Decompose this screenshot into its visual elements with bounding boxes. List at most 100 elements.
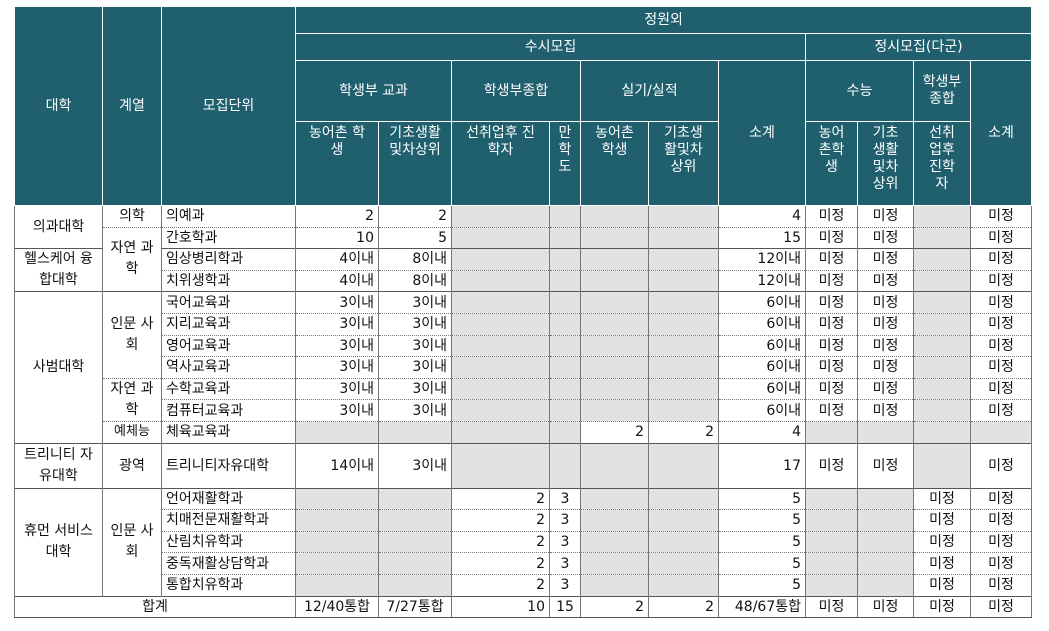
cell-c5 xyxy=(580,377,649,401)
cell-c6 xyxy=(648,334,719,358)
total-j2: 미정 xyxy=(857,595,914,619)
cell-subtotal: 15 xyxy=(718,226,806,250)
university-cell: 트리니티 자유대학 xyxy=(14,442,103,489)
cell-c4: 3 xyxy=(549,573,581,597)
table-row: 트리니티 자유대학 광역 트리니티자유대학 14이내 3이내 17 미정 미정 … xyxy=(14,442,1033,489)
cell-c4 xyxy=(549,248,581,271)
cell-subtotal: 4 xyxy=(718,420,806,444)
field-cell: 자연 과학 xyxy=(102,377,162,422)
cell-j3: 미정 xyxy=(913,530,971,554)
total-c6: 2 xyxy=(648,595,719,619)
cell-c6 xyxy=(648,312,719,336)
header-student-record-subject: 학생부 교과 xyxy=(295,60,452,122)
unit-cell: 중독재활상담학과 xyxy=(161,552,296,575)
cell-j3 xyxy=(913,334,971,358)
cell-jsub: 미정 xyxy=(969,205,1033,228)
cell-j2: 미정 xyxy=(857,399,914,422)
cell-c6 xyxy=(648,487,719,511)
cell-j2: 미정 xyxy=(857,377,914,401)
cell-j3 xyxy=(913,356,971,379)
unit-cell: 트리니티자유대학 xyxy=(161,442,296,489)
cell-c3 xyxy=(451,291,550,314)
cell-c1: 4이내 xyxy=(295,248,379,271)
cell-j3 xyxy=(913,248,971,271)
cell-c4: 3 xyxy=(549,487,581,511)
header-student-record-comprehensive: 학생부종합 xyxy=(451,60,581,122)
cell-c5 xyxy=(580,509,649,532)
cell-c5 xyxy=(580,269,649,293)
cell-c3 xyxy=(451,248,550,271)
cell-subtotal: 6이내 xyxy=(718,291,806,314)
cell-c6 xyxy=(648,442,719,489)
total-subtotal: 48/67통합 xyxy=(718,595,806,619)
table-row: 사범대학 인문 사회 국어교육과 3이내 3이내 6이내 미정 미정 미정 xyxy=(14,291,1033,444)
table-row: 통합치유학과 2 3 5 미정 미정 xyxy=(15,573,1033,597)
total-c5: 2 xyxy=(580,595,649,619)
cell-c2: 3이내 xyxy=(378,291,452,314)
table-row: 지리교육과 3이내 3이내 6이내 미정 미정 미정 xyxy=(15,312,1033,336)
cell-c6 xyxy=(648,291,719,314)
cell-c5: 2 xyxy=(580,420,649,444)
unit-cell: 체육교육과 xyxy=(161,420,296,444)
cell-c4 xyxy=(549,356,581,379)
university-cell: 헬스케어 융합대학 xyxy=(14,248,103,293)
cell-c5 xyxy=(580,291,649,314)
table-row: 치매전문재활학과 2 3 5 미정 미정 xyxy=(15,509,1033,532)
cell-j3 xyxy=(913,312,971,336)
cell-jsub: 미정 xyxy=(969,248,1033,271)
cell-c1 xyxy=(295,487,379,511)
cell-subtotal: 6이내 xyxy=(718,399,806,422)
table-row: 휴먼 서비스 대학 인문 사회 언어재활학과 2 3 5 미정 미정 xyxy=(14,487,1033,597)
unit-cell: 통합치유학과 xyxy=(161,573,296,597)
cell-c2 xyxy=(378,530,452,554)
field-cell: 인문 사회 xyxy=(102,487,162,597)
cell-j1: 미정 xyxy=(805,205,858,228)
cell-c4: 3 xyxy=(549,552,581,575)
cell-c5 xyxy=(580,226,649,250)
cell-c6: 2 xyxy=(648,420,719,444)
header-basic: 기초생활및차상위 xyxy=(378,121,452,206)
cell-c1: 3이내 xyxy=(295,334,379,358)
cell-jsub: 미정 xyxy=(969,573,1033,597)
cell-c4 xyxy=(549,291,581,314)
header-j-employed: 선취업후진학자 xyxy=(913,121,971,206)
cell-subtotal: 5 xyxy=(718,509,806,532)
cell-c5 xyxy=(580,334,649,358)
cell-c2: 3이내 xyxy=(378,356,452,379)
cell-j3 xyxy=(913,205,971,228)
cell-c3 xyxy=(451,269,550,293)
header-jeongsi: 정시모집(다군) xyxy=(804,33,1033,61)
cell-c2: 5 xyxy=(378,226,452,250)
header-rural: 농어촌 학생 xyxy=(295,121,379,206)
cell-c4 xyxy=(549,442,581,489)
cell-j2 xyxy=(857,552,914,575)
cell-j1 xyxy=(805,552,858,575)
field-cell: 자연 과학 xyxy=(102,226,162,293)
unit-cell: 역사교육과 xyxy=(161,356,296,379)
cell-j3 xyxy=(913,442,971,489)
header-outside-quota: 정원외 xyxy=(294,6,1033,34)
cell-j3: 미정 xyxy=(913,509,971,532)
cell-j2 xyxy=(857,509,914,532)
cell-c2: 8이내 xyxy=(378,248,452,271)
header-suneung: 수능 xyxy=(805,60,914,122)
header-jeongsi-subtotal: 소계 xyxy=(969,60,1033,206)
cell-j3 xyxy=(913,291,971,314)
cell-j1: 미정 xyxy=(805,356,858,379)
cell-c6 xyxy=(648,573,719,597)
cell-j2: 미정 xyxy=(857,205,914,228)
total-c2: 7/27통합 xyxy=(378,595,452,619)
cell-c2: 3이내 xyxy=(378,377,452,401)
cell-c5 xyxy=(580,573,649,597)
cell-j2: 미정 xyxy=(857,291,914,314)
field-cell: 광역 xyxy=(102,442,162,489)
cell-c2 xyxy=(378,573,452,597)
cell-c1 xyxy=(295,420,379,444)
unit-cell: 국어교육과 xyxy=(161,291,296,314)
cell-c2 xyxy=(378,420,452,444)
unit-cell: 치매전문재활학과 xyxy=(161,509,296,532)
cell-subtotal: 6이내 xyxy=(718,356,806,379)
cell-subtotal: 6이내 xyxy=(718,334,806,358)
header-field: 계열 xyxy=(102,6,162,206)
cell-c2: 3이내 xyxy=(378,312,452,336)
